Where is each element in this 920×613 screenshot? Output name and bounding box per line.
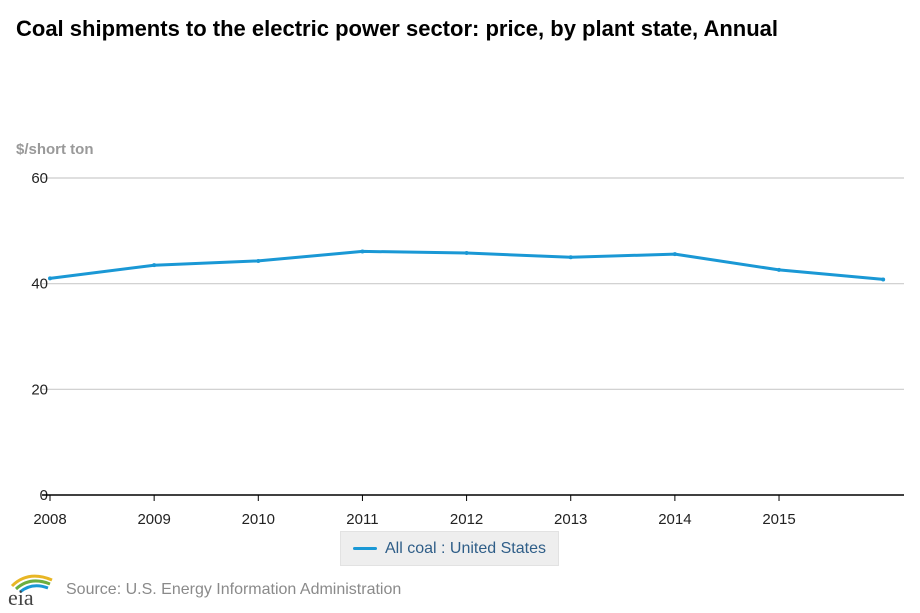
- legend-swatch: [353, 547, 377, 550]
- data-point-2014[interactable]: [672, 252, 677, 257]
- x-tick-label-2011: 2011: [346, 511, 378, 528]
- gridlines: [42, 177, 904, 390]
- x-tick-label-2010: 2010: [242, 511, 275, 528]
- data-point-2012[interactable]: [464, 251, 469, 256]
- chart-title: Coal shipments to the electric power sec…: [16, 16, 779, 41]
- data-point-2015[interactable]: [777, 267, 782, 272]
- y-tick-label-60: 60: [31, 170, 48, 187]
- data-point-2008[interactable]: [48, 276, 52, 281]
- logo-text: eia: [8, 585, 34, 608]
- legend-label-all-coal[interactable]: All coal : United States: [385, 539, 546, 557]
- data-point-2009[interactable]: [152, 263, 157, 268]
- logo-arc-green: [14, 579, 51, 591]
- y-tick-label-40: 40: [31, 276, 48, 293]
- x-tick-label-2012: 2012: [450, 511, 483, 528]
- x-tick-label-2008: 2008: [33, 511, 66, 528]
- logo-arc-blue: [19, 584, 49, 594]
- x-tick-label-2015: 2015: [762, 511, 795, 528]
- data-point-2016[interactable]: [881, 277, 886, 282]
- x-tick-label-2013: 2013: [554, 511, 587, 528]
- y-tick-label-20: 20: [31, 381, 48, 398]
- logo-arc-gold: [10, 574, 53, 588]
- x-tick-label-2014: 2014: [658, 511, 691, 528]
- footer: eia Source: U.S. Energy Information Admi…: [6, 572, 401, 608]
- data-point-2011[interactable]: [360, 249, 365, 254]
- x-tick-label-2009: 2009: [137, 511, 170, 528]
- data-point-2013[interactable]: [568, 255, 573, 260]
- x-tick-labels: 2008 2009 2010 2011 2012 2013 2014 2015: [33, 495, 796, 528]
- y-axis-label: $/short ton: [16, 141, 94, 158]
- data-point-2010[interactable]: [256, 258, 261, 263]
- source-note: Source: U.S. Energy Information Administ…: [66, 581, 402, 598]
- y-tick-labels: 0204060: [31, 170, 48, 504]
- series-lines[interactable]: [48, 249, 886, 282]
- legend[interactable]: All coal : United States: [340, 531, 559, 566]
- series-line-0[interactable]: [48, 249, 885, 281]
- eia-logo: eia: [8, 574, 53, 608]
